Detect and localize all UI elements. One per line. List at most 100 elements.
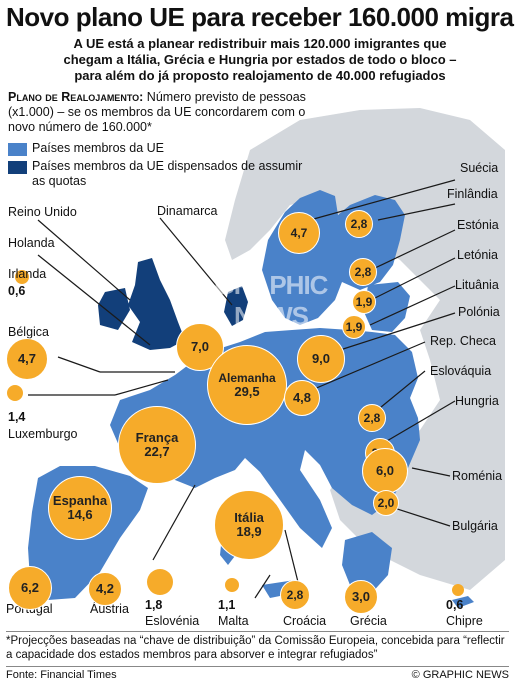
legend-swatch-exempt — [8, 161, 27, 174]
label-grecia: Grécia — [350, 614, 387, 628]
bubble-italia-value: 18,9 — [236, 524, 262, 539]
source-rule — [6, 666, 509, 667]
bubble-estonia-value: 2,8 — [354, 265, 372, 279]
label-lituania: Lituânia — [455, 278, 499, 292]
denmark-shape — [224, 286, 248, 326]
bubble-croacia: 2,8 — [280, 580, 310, 610]
bubble-espanha: Espanha 14,6 — [48, 476, 112, 540]
label-polonia: Polónia — [458, 305, 500, 319]
bubble-lituania-value: 1,9 — [345, 320, 363, 334]
bubble-rep-checa: 4,8 — [284, 380, 320, 416]
label-chipre: Chipre — [446, 614, 483, 628]
standfirst: A UE está a planear redistribuir mais 12… — [40, 36, 480, 84]
label-eslovaquia: Eslováquia — [430, 364, 492, 378]
eu-mainland — [110, 328, 420, 548]
label-belgica: Bélgica — [8, 325, 49, 339]
bubble-estonia: 2,8 — [349, 258, 377, 286]
bubble-finlandia-value: 2,8 — [350, 217, 368, 231]
bubble-espanha-value: 14,6 — [67, 507, 93, 522]
label-malta: Malta — [218, 614, 249, 628]
legend-item-exempt: Países membros da UE dispensados de assu… — [8, 159, 308, 189]
bubble-alemanha-value: 29,5 — [234, 384, 260, 399]
watermark: GRAPHIC NEWS — [214, 270, 329, 331]
intro-label: Plano de Realojamento: — [8, 90, 144, 104]
uk-shape — [128, 258, 185, 350]
bubble-franca-name: França — [135, 430, 179, 445]
bubble-grecia-value: 3,0 — [351, 589, 371, 604]
bubble-letonia-value: 1,9 — [355, 295, 373, 309]
legend-swatch-members — [8, 143, 27, 156]
bubble-polonia-value: 9,0 — [311, 351, 331, 366]
bubble-letonia: 1,9 — [352, 290, 376, 314]
bubble-romenia-value: 6,0 — [375, 463, 395, 478]
luxemburgo-dot — [7, 385, 23, 401]
bubble-holanda: 7,0 — [176, 323, 224, 371]
bubble-grecia: 3,0 — [344, 580, 378, 614]
bubble-romenia: 6,0 — [362, 448, 408, 494]
label-suecia: Suécia — [460, 161, 499, 175]
intro-text: Plano de Realojamento: Número previsto d… — [8, 90, 308, 135]
bubble-croacia-value: 2,8 — [286, 588, 304, 602]
bubble-rep-checa-value: 4,8 — [292, 390, 312, 405]
bubble-bulgaria: 2,0 — [373, 490, 399, 516]
value-irlanda: 0,6 — [8, 284, 26, 298]
bubble-finlandia: 2,8 — [345, 210, 373, 238]
label-finlandia: Finlândia — [447, 187, 498, 201]
label-irlanda: Irlanda — [8, 267, 47, 281]
baltics — [364, 282, 410, 332]
bubble-belgica-value: 4,7 — [17, 351, 37, 366]
bubble-holanda-value: 7,0 — [190, 339, 210, 354]
standfirst-line-1: A UE está a planear redistribuir mais 12… — [73, 36, 447, 51]
cyprus-island — [452, 596, 474, 608]
label-luxemburgo: Luxemburgo — [8, 427, 78, 441]
bubble-suecia: 4,7 — [278, 212, 320, 254]
non-eu-land — [225, 108, 505, 590]
eslovenia-dot — [147, 569, 173, 595]
headline: Novo plano UE para receber 160.000 migra… — [6, 2, 515, 32]
leader-lines — [28, 179, 456, 599]
bubble-suecia-value: 4,7 — [290, 226, 308, 240]
source: Fonte: Financial Times — [6, 669, 117, 681]
credit: © GRAPHIC NEWS — [411, 669, 509, 681]
bubble-franca: França 22,7 — [118, 406, 196, 484]
malta-dot — [225, 578, 239, 592]
label-eslovenia: Eslovénia — [145, 614, 200, 628]
value-malta: 1,1 — [218, 598, 236, 612]
value-eslovenia: 1,8 — [145, 598, 163, 612]
bubble-polonia: 9,0 — [297, 335, 345, 383]
bubble-austria-value: 4,2 — [95, 581, 115, 596]
bubble-alemanha-name: Alemanha — [218, 371, 276, 385]
label-austria: Áustria — [90, 602, 129, 616]
label-romenia: Roménia — [452, 469, 503, 483]
ireland-shape — [98, 288, 130, 330]
bubble-italia-name: Itália — [234, 510, 264, 525]
legend-label-exempt: Países membros da UE dispensados de assu… — [32, 159, 303, 188]
bubble-eslovaquia: 2,8 — [358, 404, 386, 432]
bubble-bulgaria-value: 2,0 — [377, 496, 395, 510]
footnote-rule — [6, 631, 509, 632]
footnote: *Projecções baseadas na “chave de distri… — [6, 635, 505, 661]
irlanda-dot — [15, 270, 29, 284]
label-reino-unido: Reino Unido — [8, 205, 77, 219]
chipre-dot — [452, 584, 464, 596]
value-luxemburgo: 1,4 — [8, 410, 26, 424]
bubble-austria: 4,2 — [88, 572, 122, 606]
bubble-italia: Itália 18,9 — [214, 490, 284, 560]
standfirst-line-3: para além do já proposto realojamento de… — [74, 68, 446, 83]
bubble-franca-value: 22,7 — [144, 444, 170, 459]
label-estonia: Estónia — [457, 218, 499, 232]
label-rep-checa: Rep. Checa — [430, 334, 497, 348]
standfirst-line-2: chegam a Itália, Grécia e Hungria por es… — [63, 52, 457, 67]
intro-body: Número previsto de pessoas (x1.000) – se… — [8, 90, 306, 134]
legend: Países membros da UE Países membros da U… — [8, 141, 308, 192]
bubble-belgica: 4,7 — [6, 338, 48, 380]
bubble-alemanha: Alemanha 29,5 — [207, 345, 287, 425]
bubble-portugal: 6,2 — [8, 566, 52, 610]
value-chipre: 0,6 — [446, 598, 464, 612]
label-croacia: Croácia — [283, 614, 327, 628]
label-letonia: Letónia — [457, 248, 499, 262]
label-hungria: Hungria — [455, 394, 499, 408]
bubble-espanha-name: Espanha — [52, 493, 108, 508]
label-dinamarca: Dinamarca — [157, 204, 218, 218]
